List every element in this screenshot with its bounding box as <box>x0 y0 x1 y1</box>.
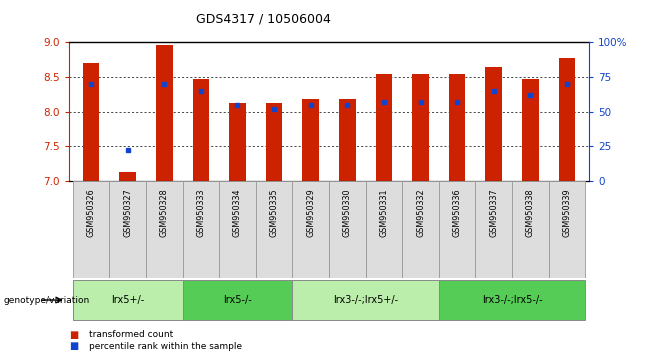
Text: transformed count: transformed count <box>89 330 173 339</box>
Text: GSM950327: GSM950327 <box>123 188 132 237</box>
Bar <box>156 45 172 181</box>
Text: ■: ■ <box>69 330 78 339</box>
Bar <box>366 181 402 278</box>
Bar <box>486 67 502 181</box>
Text: genotype/variation: genotype/variation <box>3 296 89 304</box>
Text: GSM950335: GSM950335 <box>270 188 278 237</box>
Text: GDS4317 / 10506004: GDS4317 / 10506004 <box>196 12 330 25</box>
Text: GSM950329: GSM950329 <box>306 188 315 237</box>
Bar <box>329 181 366 278</box>
Text: GSM950332: GSM950332 <box>416 188 425 237</box>
Text: GSM950338: GSM950338 <box>526 188 535 237</box>
Text: GSM950330: GSM950330 <box>343 188 352 237</box>
Bar <box>339 99 355 181</box>
Bar <box>522 79 539 181</box>
Bar <box>182 181 219 278</box>
Bar <box>256 181 292 278</box>
Bar <box>439 181 476 278</box>
Text: lrx3-/-;lrx5+/-: lrx3-/-;lrx5+/- <box>333 295 398 305</box>
Text: GSM950326: GSM950326 <box>87 188 95 237</box>
Bar <box>449 74 465 181</box>
Text: GSM950334: GSM950334 <box>233 188 242 237</box>
Text: lrx3-/-;lrx5-/-: lrx3-/-;lrx5-/- <box>482 295 542 305</box>
Bar <box>219 181 256 278</box>
Text: GSM950328: GSM950328 <box>160 188 168 237</box>
Text: GSM950333: GSM950333 <box>196 188 205 237</box>
Bar <box>512 181 549 278</box>
Bar <box>549 181 585 278</box>
Bar <box>266 103 282 181</box>
Text: GSM950337: GSM950337 <box>490 188 498 237</box>
Bar <box>292 181 329 278</box>
Bar <box>402 181 439 278</box>
Text: GSM950336: GSM950336 <box>453 188 462 237</box>
Text: GSM950331: GSM950331 <box>380 188 388 237</box>
Text: lrx5+/-: lrx5+/- <box>111 295 144 305</box>
Bar <box>146 181 182 278</box>
Bar <box>476 181 512 278</box>
Bar <box>376 74 392 181</box>
Text: GSM950339: GSM950339 <box>563 188 571 237</box>
Bar <box>182 280 292 320</box>
Text: lrx5-/-: lrx5-/- <box>223 295 252 305</box>
Text: percentile rank within the sample: percentile rank within the sample <box>89 342 242 351</box>
Bar <box>119 172 136 181</box>
Bar <box>439 280 585 320</box>
Bar <box>229 103 245 181</box>
Bar <box>292 280 439 320</box>
Bar <box>193 79 209 181</box>
Bar <box>83 63 99 181</box>
Bar <box>73 280 182 320</box>
Bar <box>559 58 575 181</box>
Text: ■: ■ <box>69 341 78 351</box>
Bar <box>413 74 429 181</box>
Bar <box>303 99 319 181</box>
Bar <box>109 181 146 278</box>
Bar <box>73 181 109 278</box>
